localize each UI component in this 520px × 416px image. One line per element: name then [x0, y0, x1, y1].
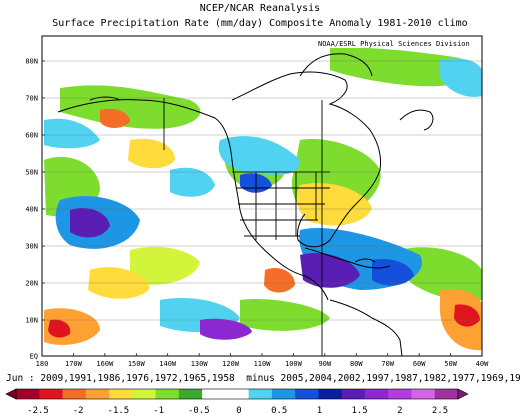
lat-label: 50N: [25, 169, 38, 177]
colorbar-swatch: [295, 389, 319, 399]
colorbar-label: 1.5: [351, 406, 367, 416]
lon-label: 90W: [319, 360, 332, 368]
lon-label: 70W: [381, 360, 394, 368]
colorbar-swatch: [16, 389, 40, 399]
colorbar-swatch: [202, 389, 226, 399]
colorbar-swatch: [109, 389, 133, 399]
colorbar-low-arrow: [5, 388, 17, 400]
colorbar-label: 0: [236, 406, 241, 416]
lon-label: 110W: [254, 360, 272, 368]
lon-label: 120W: [222, 360, 240, 368]
lat-label: 70N: [25, 95, 38, 103]
map-title: NCEP/NCAR Reanalysis: [199, 3, 321, 14]
colorbar-label: -1.5: [108, 406, 130, 416]
lat-label: 40N: [25, 206, 38, 214]
lon-label: 50W: [444, 360, 457, 368]
longitude-labels: 180 170W 160W 150W 140W 130W 120W 110W 100W 90W 80…: [36, 353, 489, 368]
lon-label: 180: [36, 360, 49, 368]
lon-label: 170W: [65, 360, 83, 368]
colorbar-label: 0.5: [271, 406, 287, 416]
colorbar-swatch: [178, 389, 203, 399]
lon-label: 80W: [350, 360, 363, 368]
lon-label: 100W: [285, 360, 303, 368]
lon-label: 60W: [413, 360, 426, 368]
colorbar-label: 1: [317, 406, 322, 416]
lat-label: 10N: [25, 317, 38, 325]
anomaly-field: [44, 47, 482, 351]
lon-label: 40W: [476, 360, 489, 368]
colorbar-swatch: [225, 389, 250, 399]
colorbar: -2.5 -2 -1.5 -1 -0.5 0 0.5 1 1.5 2 2.5: [5, 388, 469, 416]
lon-label: 130W: [191, 360, 209, 368]
credit-label: NOAA/ESRL Physical Sciences Division: [316, 40, 472, 48]
colorbar-swatch: [271, 389, 296, 399]
lat-label: 20N: [25, 280, 38, 288]
colorbar-swatch: [388, 389, 412, 399]
latitude-labels: 80N 70N 60N 50N 40N 30N 20N 10N EQ: [25, 58, 45, 361]
colorbar-swatch: [318, 389, 343, 399]
colorbar-swatch: [364, 389, 389, 399]
colorbar-swatch: [341, 389, 366, 399]
colorbar-swatch: [248, 389, 273, 399]
colorbar-swatch: [39, 389, 64, 399]
lat-label: 80N: [25, 58, 38, 66]
colorbar-label: -2.5: [27, 406, 49, 416]
colorbar-label: -2: [73, 406, 84, 416]
colorbar-swatch: [434, 389, 459, 399]
colorbar-label: 2.5: [432, 406, 448, 416]
colorbar-swatch: [155, 389, 180, 399]
map-grid: [42, 60, 482, 321]
lon-label: 160W: [96, 360, 114, 368]
colorbar-high-arrow: [457, 388, 469, 400]
colorbar-label: -1: [153, 406, 164, 416]
lon-label: 150W: [128, 360, 146, 368]
lat-label: 30N: [25, 243, 38, 251]
colorbar-swatch: [85, 389, 110, 399]
lon-label: 140W: [159, 360, 177, 368]
map-subtitle: Surface Precipitation Rate (mm/day) Comp…: [52, 18, 468, 29]
colorbar-swatch: [411, 389, 436, 399]
coastlines: [57, 53, 434, 356]
colorbar-swatch: [62, 389, 87, 399]
colorbar-swatch: [132, 389, 157, 399]
colorbar-label: 2: [397, 406, 402, 416]
colorbar-label: -0.5: [188, 406, 210, 416]
lat-label: 60N: [25, 132, 38, 140]
lat-label: EQ: [30, 353, 38, 361]
composite-caption: Jun : 2009,1991,1986,1976,1972,1965,1958…: [6, 373, 520, 384]
